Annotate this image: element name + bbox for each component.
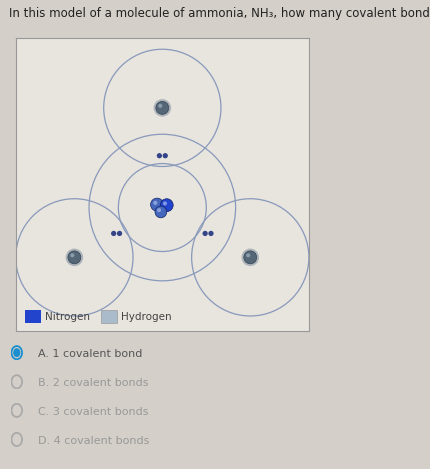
- Circle shape: [13, 348, 20, 357]
- Circle shape: [163, 153, 168, 159]
- Circle shape: [66, 249, 83, 266]
- Circle shape: [246, 253, 250, 257]
- Bar: [101, 310, 117, 323]
- Bar: [25, 310, 41, 323]
- Circle shape: [68, 251, 81, 264]
- Circle shape: [242, 249, 259, 266]
- Text: C. 3 covalent bonds: C. 3 covalent bonds: [38, 407, 148, 417]
- Circle shape: [244, 251, 257, 264]
- Circle shape: [150, 198, 163, 211]
- Circle shape: [153, 201, 157, 205]
- Circle shape: [157, 208, 161, 212]
- Text: In this model of a molecule of ammonia, NH₃, how many covalent bonds are represe: In this model of a molecule of ammonia, …: [9, 7, 430, 20]
- Circle shape: [70, 253, 74, 257]
- Circle shape: [160, 199, 173, 212]
- Circle shape: [155, 206, 167, 218]
- Circle shape: [203, 231, 208, 236]
- Text: Hydrogen: Hydrogen: [121, 312, 172, 322]
- Circle shape: [154, 99, 171, 117]
- Circle shape: [158, 104, 162, 108]
- Circle shape: [117, 231, 122, 236]
- Circle shape: [157, 153, 162, 159]
- Text: Nitrogen: Nitrogen: [45, 312, 90, 322]
- Circle shape: [209, 231, 214, 236]
- Text: A. 1 covalent bond: A. 1 covalent bond: [38, 349, 142, 359]
- Text: D. 4 covalent bonds: D. 4 covalent bonds: [38, 436, 149, 446]
- Text: B. 2 covalent bonds: B. 2 covalent bonds: [38, 378, 148, 388]
- Circle shape: [156, 101, 169, 114]
- Circle shape: [163, 201, 167, 205]
- Circle shape: [111, 231, 116, 236]
